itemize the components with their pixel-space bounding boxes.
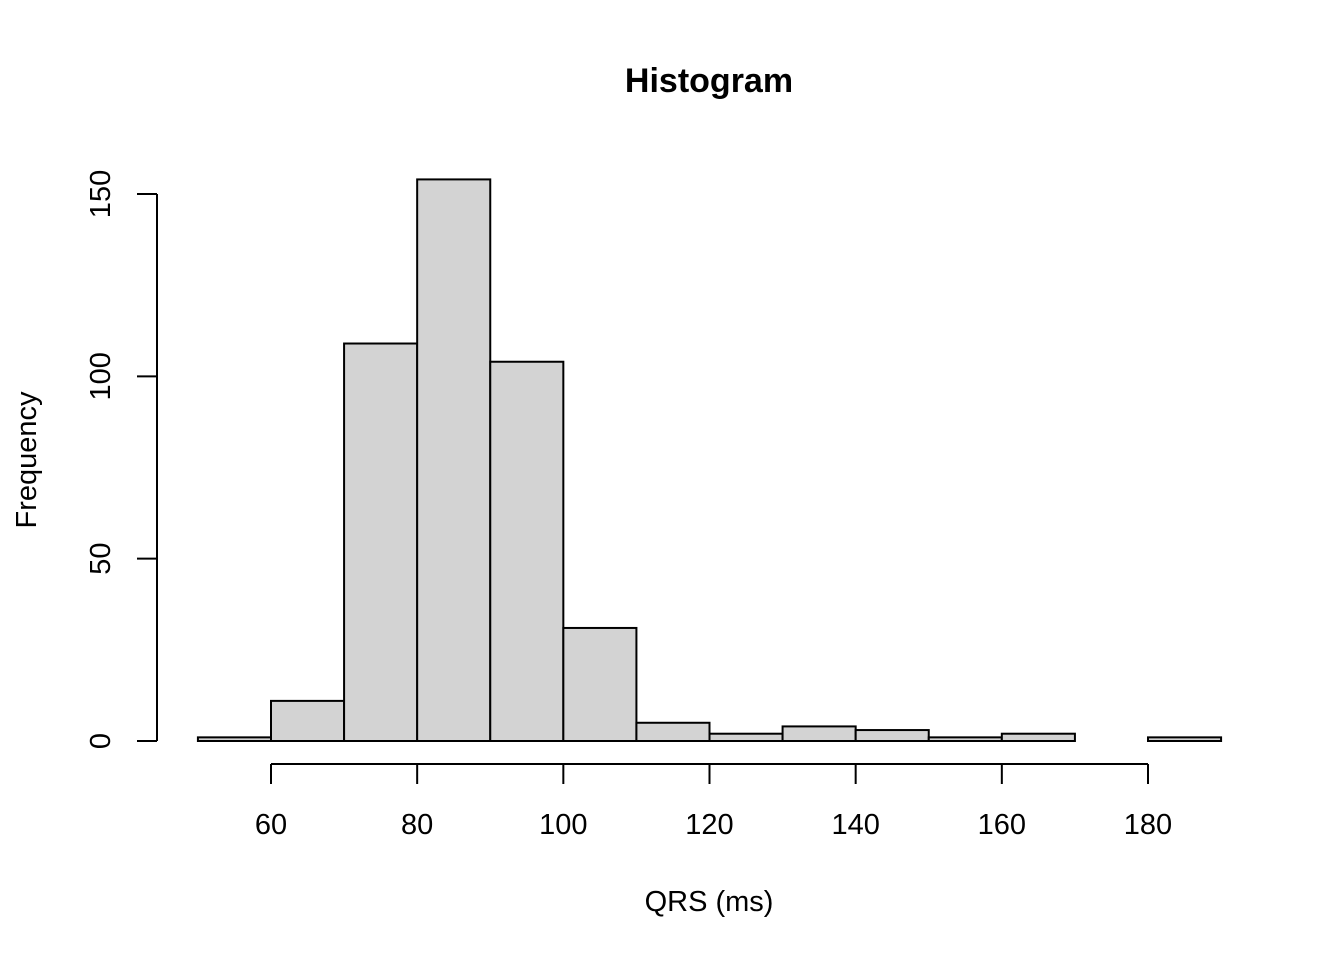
x-tick-label: 100 xyxy=(539,809,587,841)
histogram-bar xyxy=(489,360,565,742)
y-axis-label: Frequency xyxy=(11,391,43,529)
y-tick-label: 0 xyxy=(85,733,117,749)
histogram-bar xyxy=(781,725,857,742)
x-tick-label: 160 xyxy=(978,809,1026,841)
x-axis: 60 80 100 120 140 160 180 xyxy=(255,763,1172,841)
histogram-bar xyxy=(196,736,273,742)
x-axis-label: QRS (ms) xyxy=(645,886,774,918)
histogram-bar xyxy=(416,178,492,742)
y-tick-label: 50 xyxy=(85,543,117,575)
histogram-bar xyxy=(1000,732,1076,742)
y-axis: 0 50 100 150 xyxy=(85,170,158,749)
x-tick-label: 120 xyxy=(685,809,733,841)
histogram-bar xyxy=(854,729,930,742)
histogram-bar xyxy=(343,342,419,742)
x-tick-label: 140 xyxy=(831,809,879,841)
histogram-bar xyxy=(270,699,346,742)
x-tick-label: 180 xyxy=(1124,809,1172,841)
histogram-bar xyxy=(635,721,711,742)
y-tick-label: 150 xyxy=(85,170,117,218)
histogram-bars xyxy=(196,178,1223,742)
x-tick-label: 60 xyxy=(255,809,287,841)
chart-title: Histogram xyxy=(625,62,793,100)
x-tick-label: 80 xyxy=(401,809,433,841)
y-tick-label: 100 xyxy=(85,352,117,400)
histogram-bar xyxy=(708,732,784,742)
histogram-bar xyxy=(927,736,1003,742)
histogram-bar xyxy=(1147,736,1223,742)
histogram-bar xyxy=(562,626,638,742)
